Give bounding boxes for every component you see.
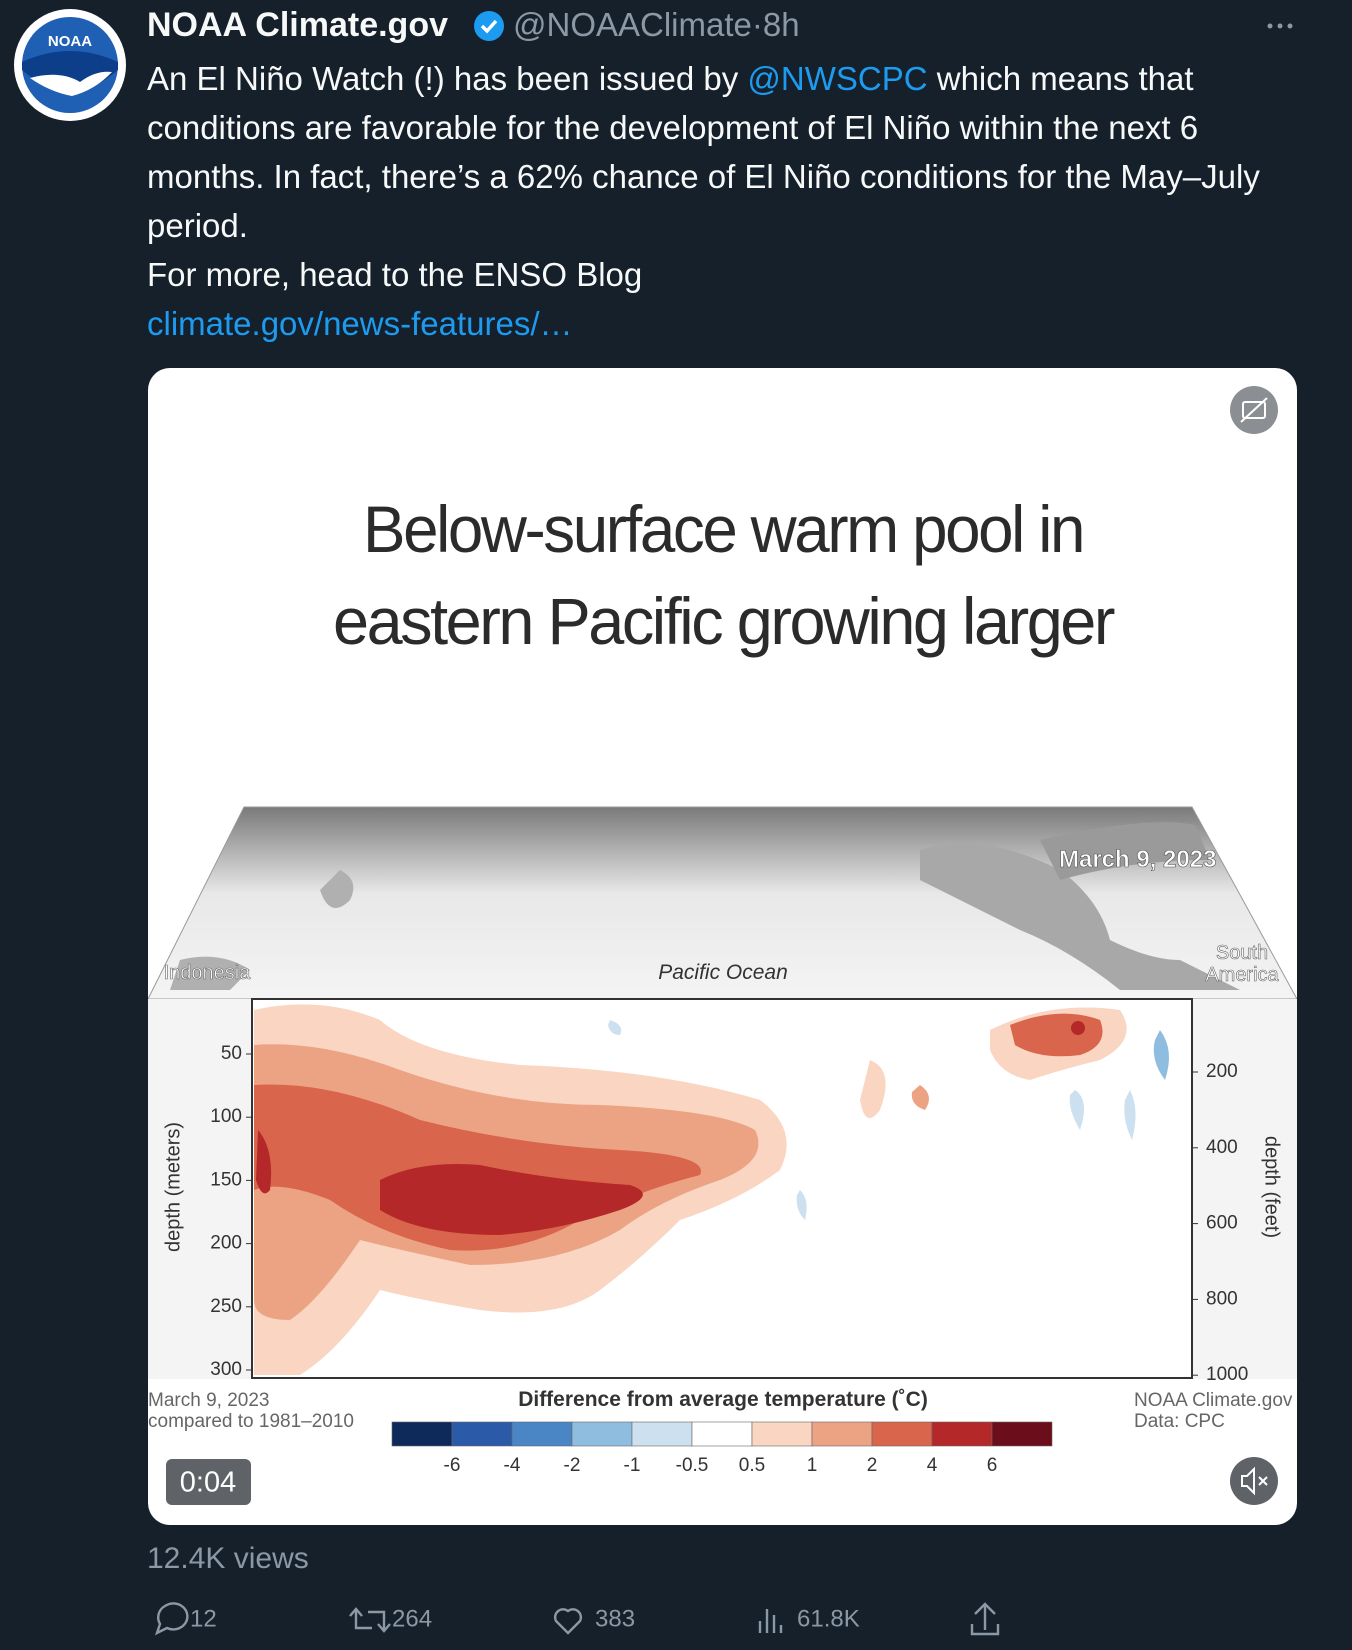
views: 12.4K views [147,1542,309,1575]
legend-swatch [871,1421,933,1447]
y-tick-label: 200 [1206,1061,1238,1082]
y-tick-label: 1000 [1206,1364,1248,1385]
legend-tick: 0.5 [739,1455,765,1476]
mute-button[interactable] [1230,1457,1278,1505]
media-card[interactable]: Below-surface warm pool in eastern Pacif… [148,368,1297,1525]
footer-note: March 9, 2023 [148,1390,269,1411]
footer-note: Data: CPC [1134,1411,1225,1432]
share-button[interactable] [970,1602,1000,1636]
map-date: March 9, 2023 [1059,846,1216,873]
y-tick-label: 250 [210,1296,242,1317]
legend-swatch [691,1421,753,1447]
y-tick-label: 200 [210,1233,242,1254]
axis-label: depth (meters) [162,1122,184,1252]
legend-swatch [571,1421,633,1447]
map-edge [148,806,1297,1000]
mention[interactable]: @NWSCPC [747,60,928,97]
retweet-button[interactable]: 264 [349,1605,432,1633]
legend-tick: 6 [987,1455,998,1476]
map-label: America [1205,964,1279,986]
anomaly-field [254,1004,1169,1375]
impression-count: 61.8K [797,1605,860,1632]
avatar-text: NOAA [48,33,92,50]
legend-tick: -0.5 [676,1455,709,1476]
land [920,843,1240,990]
alt-button[interactable] [1230,386,1278,434]
separator: · [751,6,763,43]
verified-badge [474,11,504,41]
media-title: eastern Pacific growing larger [333,584,1114,658]
like-button[interactable]: 383 [553,1605,635,1635]
legend-tick: -4 [504,1455,521,1476]
footer-note: NOAA Climate.gov [1134,1390,1293,1411]
text: An El Niño Watch (!) has been issued by [147,60,748,97]
time[interactable]: 8h [762,6,800,43]
y-tick-label: 50 [221,1043,242,1064]
reply-button[interactable]: 12 [154,1602,217,1636]
footer-note: compared to 1981–2010 [148,1411,354,1432]
map-label: South [1216,942,1268,964]
axis-label: depth (feet) [1261,1136,1283,1238]
media-title: Below-surface warm pool in [363,492,1083,566]
reply-count: 12 [190,1605,217,1632]
avatar[interactable]: NOAA [14,9,126,121]
more-button[interactable] [1267,23,1293,29]
y-tick-label: 600 [1206,1213,1238,1234]
y-tick-label: 400 [1206,1137,1238,1158]
legend-tick: 2 [867,1455,878,1476]
tweet-text: An El Niño Watch (!) has been issued by … [147,54,1287,348]
legend-tick: -6 [444,1455,461,1476]
text: which means that conditions are favorabl… [147,60,1260,244]
legend-swatch [391,1421,453,1447]
y-tick-label: 100 [210,1106,242,1127]
land [170,956,250,990]
retweet-count: 264 [392,1605,432,1632]
duration: 0:04 [180,1467,236,1499]
paragraph: An El Niño Watch (!) has been issued by … [147,54,1287,250]
map-label: Indonesia [164,962,252,984]
y-tick-label: 150 [210,1169,242,1190]
link[interactable]: climate.gov/news-features/… [147,305,573,342]
y-tick-label: 300 [210,1359,242,1380]
legend-swatch [811,1421,873,1447]
land [320,870,354,908]
views-button[interactable]: 61.8K [758,1605,860,1633]
legend-tick: 4 [927,1455,938,1476]
legend-tick: -1 [624,1455,641,1476]
legend-tick: -2 [564,1455,581,1476]
land [1040,822,1210,880]
y-tick-label: 800 [1206,1288,1238,1309]
paragraph: For more, head to the ENSO Blog [147,256,643,293]
author-meta: @NOAAClimate·8h [513,6,800,44]
handle[interactable]: @NOAAClimate [513,6,752,43]
legend-swatch [631,1421,693,1447]
like-count: 383 [595,1605,635,1632]
legend-title: Difference from average temperature (˚C) [518,1388,928,1411]
legend-swatch [751,1421,813,1447]
author-name[interactable]: NOAA Climate.gov [147,6,449,44]
map-label: Pacific Ocean [658,961,788,984]
legend-swatch [931,1421,993,1447]
legend-tick: 1 [807,1455,818,1476]
legend-swatch [511,1421,573,1447]
legend-swatch [991,1421,1053,1447]
legend-swatch [451,1421,513,1447]
duration-badge: 0:04 [166,1459,251,1505]
